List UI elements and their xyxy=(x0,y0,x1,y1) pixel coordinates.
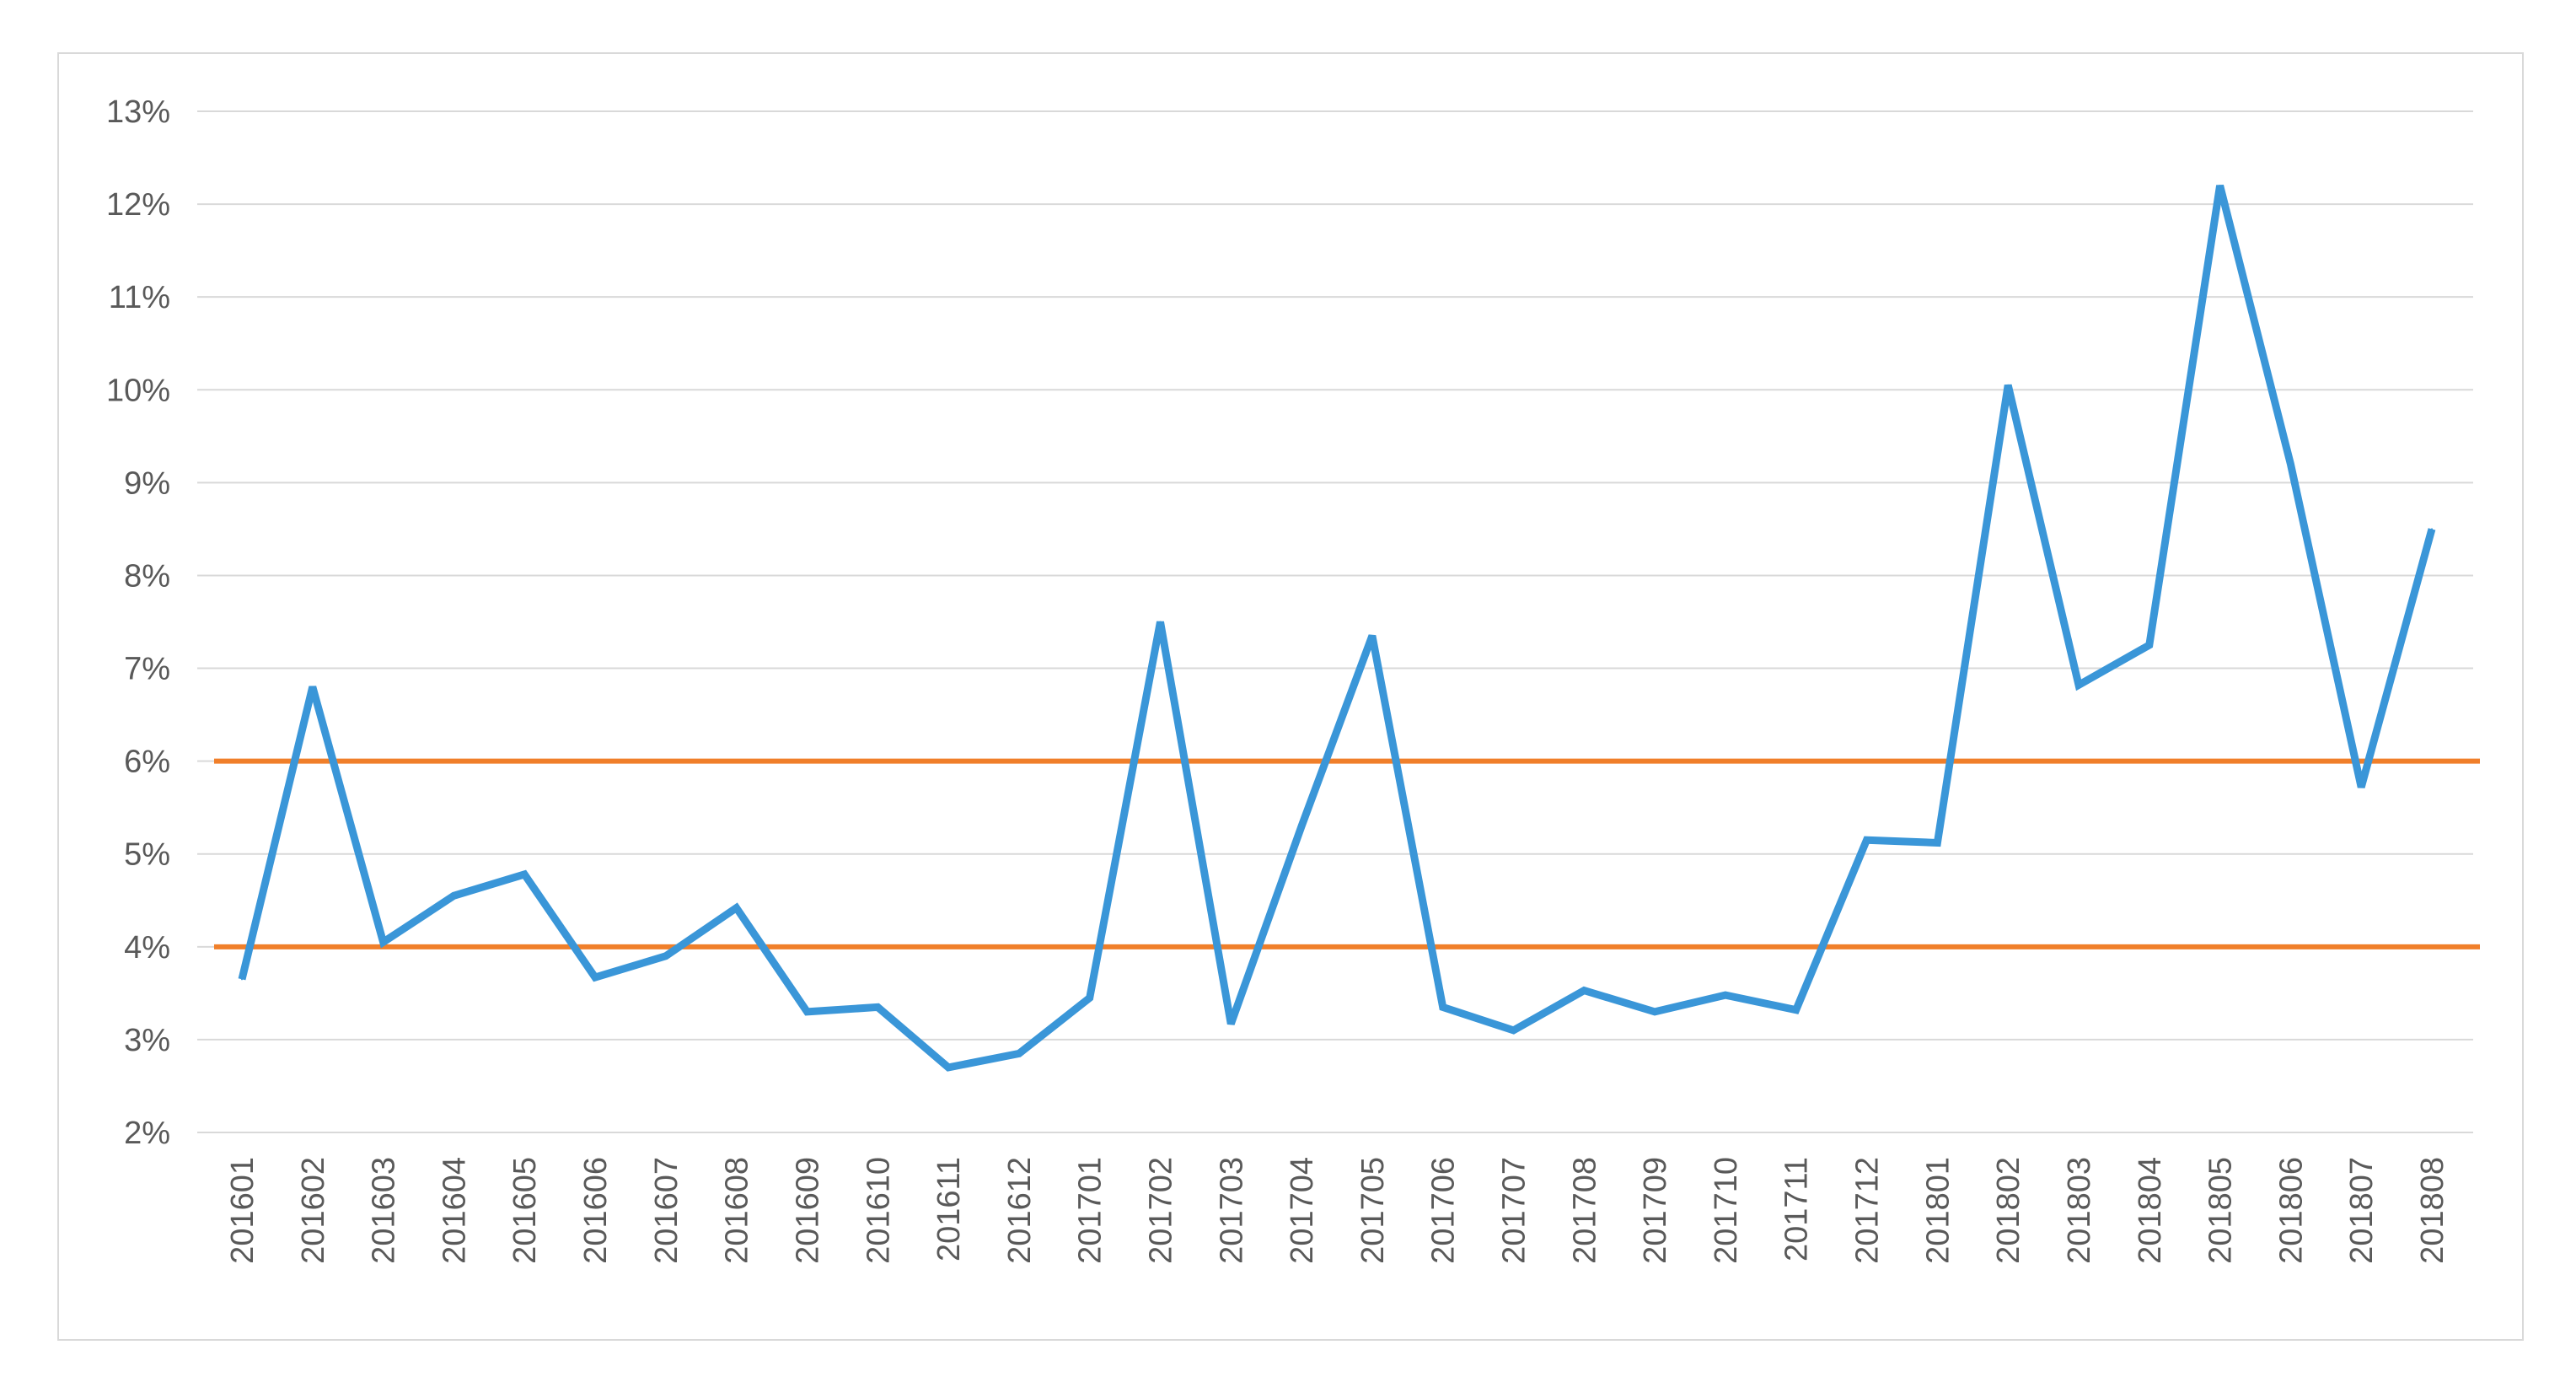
data-point xyxy=(1583,989,1586,992)
x-tick-label: 201711 xyxy=(1779,1157,1815,1261)
y-tick-label: 8% xyxy=(124,558,170,594)
series-line xyxy=(238,184,2436,1072)
x-tick-label: 201801 xyxy=(1920,1157,1956,1264)
x-tick-label: 201807 xyxy=(2344,1157,2380,1264)
x-tick-label: 201802 xyxy=(1991,1157,2026,1264)
x-tick-label: 201605 xyxy=(507,1157,543,1264)
x-tick-label: 201706 xyxy=(1426,1157,1462,1264)
y-tick-label: 13% xyxy=(106,94,170,130)
data-point xyxy=(1936,842,1939,844)
x-tick-label: 201704 xyxy=(1285,1157,1320,1264)
x-axis-ticks: 201601 201602 201603 201604 201605 201606 2016… xyxy=(225,1157,2450,1264)
y-axis-ticks: 2% 3% 4% 5% 6% 7% 8% 9% 10% 11% 12% 13% xyxy=(106,94,170,1151)
x-tick-label: 201707 xyxy=(1497,1157,1532,1264)
data-point xyxy=(947,1066,950,1068)
data-point xyxy=(2007,384,2010,386)
x-tick-label: 201712 xyxy=(1850,1157,1886,1264)
data-point xyxy=(594,976,597,979)
x-tick-label: 201808 xyxy=(2415,1157,2450,1264)
x-tick-label: 201805 xyxy=(2203,1157,2239,1264)
y-tick-label: 12% xyxy=(106,187,170,223)
y-tick-label: 4% xyxy=(124,930,170,966)
data-point xyxy=(1441,1006,1444,1009)
x-tick-label: 201703 xyxy=(1214,1157,1249,1264)
y-tick-label: 5% xyxy=(124,837,170,873)
data-point xyxy=(311,686,314,688)
data-point xyxy=(1301,825,1303,827)
data-point xyxy=(2077,684,2080,686)
data-point xyxy=(1724,994,1726,997)
y-tick-label: 2% xyxy=(124,1116,170,1151)
x-tick-label: 201803 xyxy=(2062,1157,2097,1264)
x-tick-label: 201603 xyxy=(367,1157,402,1264)
x-tick-label: 201701 xyxy=(1073,1157,1108,1264)
data-point xyxy=(1795,1009,1797,1011)
data-point xyxy=(664,955,667,957)
data-point xyxy=(1230,1023,1232,1025)
x-tick-label: 201806 xyxy=(2273,1157,2309,1264)
y-tick-label: 3% xyxy=(124,1023,170,1058)
data-point xyxy=(2219,185,2221,187)
x-tick-label: 201610 xyxy=(861,1157,896,1264)
data-point xyxy=(453,895,455,897)
data-point xyxy=(2431,528,2433,530)
x-tick-label: 201708 xyxy=(1567,1157,1602,1264)
x-tick-label: 201612 xyxy=(1002,1157,1038,1264)
x-tick-label: 201607 xyxy=(649,1157,684,1264)
x-tick-label: 201705 xyxy=(1355,1157,1391,1264)
x-tick-label: 201710 xyxy=(1709,1157,1744,1264)
data-point xyxy=(1371,635,1373,637)
data-point xyxy=(382,941,384,944)
data-point xyxy=(1159,621,1162,623)
x-tick-label: 201601 xyxy=(225,1157,260,1264)
data-point xyxy=(1654,1010,1656,1013)
data-point xyxy=(2148,644,2150,647)
data-point xyxy=(806,1010,808,1013)
x-tick-label: 201606 xyxy=(578,1157,614,1264)
data-point xyxy=(523,873,526,875)
data-point xyxy=(1865,839,1868,842)
data-point xyxy=(2289,463,2292,465)
y-tick-label: 7% xyxy=(124,652,170,687)
reference-lines xyxy=(214,758,2480,949)
x-tick-label: 201804 xyxy=(2133,1157,2168,1264)
series-lines xyxy=(238,184,2436,1072)
y-tick-label: 10% xyxy=(106,373,170,408)
data-point xyxy=(877,1006,879,1009)
data-point xyxy=(2360,786,2363,788)
x-tick-label: 201602 xyxy=(296,1157,331,1264)
gridlines xyxy=(197,110,2473,1133)
data-point xyxy=(241,978,243,981)
x-tick-label: 201604 xyxy=(437,1157,472,1264)
data-point xyxy=(1512,1029,1515,1031)
chart-area xyxy=(57,52,2524,1341)
x-tick-label: 201702 xyxy=(1143,1157,1178,1264)
data-point xyxy=(1088,997,1091,999)
x-tick-label: 201608 xyxy=(720,1157,755,1264)
x-tick-label: 201609 xyxy=(790,1157,825,1264)
data-point xyxy=(1017,1052,1020,1055)
x-tick-label: 201611 xyxy=(931,1157,967,1261)
x-tick-label: 201709 xyxy=(1638,1157,1673,1264)
y-tick-label: 6% xyxy=(124,745,170,780)
y-tick-label: 11% xyxy=(109,280,170,315)
y-tick-label: 9% xyxy=(124,465,170,501)
data-point xyxy=(735,906,738,909)
